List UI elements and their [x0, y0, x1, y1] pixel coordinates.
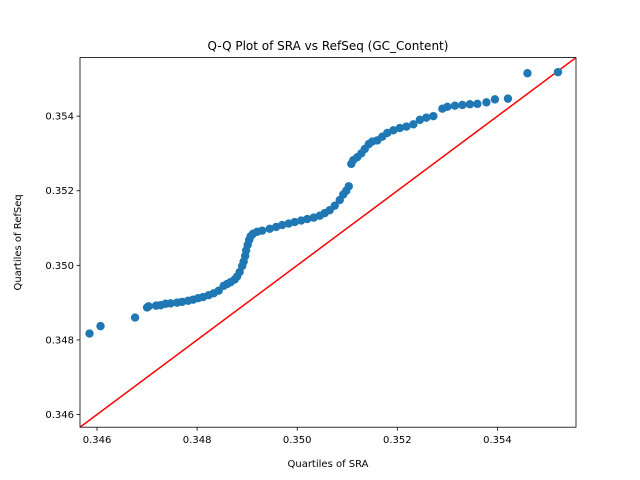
data-point	[402, 122, 411, 131]
y-axis-ticks: 0.346 0.348 0.350 0.352 0.354	[45, 112, 80, 421]
data-point	[409, 120, 418, 129]
data-point	[443, 102, 452, 112]
reference-line-y-equals-x	[80, 57, 576, 428]
x-tick-label: 0.352	[383, 435, 412, 446]
data-point	[473, 99, 482, 109]
data-point	[96, 321, 105, 331]
data-point	[458, 100, 467, 110]
x-axis-label: Quartiles of SRA	[287, 459, 368, 470]
x-tick-label: 0.350	[283, 435, 312, 446]
data-point	[144, 302, 153, 311]
data-point	[465, 100, 475, 109]
chart-title: Q-Q Plot of SRA vs RefSeq (GC_Content)	[208, 39, 449, 53]
data-point	[415, 115, 425, 125]
data-point	[303, 214, 312, 224]
data-point	[503, 94, 513, 103]
y-tick-label: 0.350	[45, 261, 74, 272]
y-tick-label: 0.346	[45, 410, 74, 421]
x-tick-label: 0.346	[83, 435, 112, 446]
data-point	[166, 299, 175, 308]
data-point	[553, 67, 563, 77]
y-tick-label: 0.352	[45, 186, 74, 197]
y-tick-label: 0.348	[45, 335, 74, 346]
data-point	[278, 220, 287, 230]
data-point	[330, 201, 339, 210]
y-tick-label: 0.354	[45, 112, 74, 123]
data-point	[429, 111, 438, 121]
data-point	[344, 182, 353, 191]
data-point	[389, 126, 398, 135]
data-point	[523, 69, 532, 78]
data-point	[290, 217, 299, 227]
x-tick-label: 0.354	[483, 435, 512, 446]
data-point	[422, 113, 431, 122]
data-point	[482, 98, 491, 107]
data-point	[257, 226, 267, 235]
data-point	[85, 329, 94, 338]
data-point	[265, 224, 274, 233]
data-point	[450, 101, 460, 110]
data-point	[395, 123, 405, 133]
data-point	[130, 313, 140, 322]
x-tick-label: 0.348	[183, 435, 212, 446]
y-axis-label: Quartiles of RefSeq	[13, 194, 24, 290]
x-axis-ticks: 0.346 0.348 0.350 0.352 0.354	[83, 427, 512, 446]
data-points	[85, 67, 563, 338]
axes-frame	[79, 57, 577, 428]
data-point	[490, 95, 500, 104]
